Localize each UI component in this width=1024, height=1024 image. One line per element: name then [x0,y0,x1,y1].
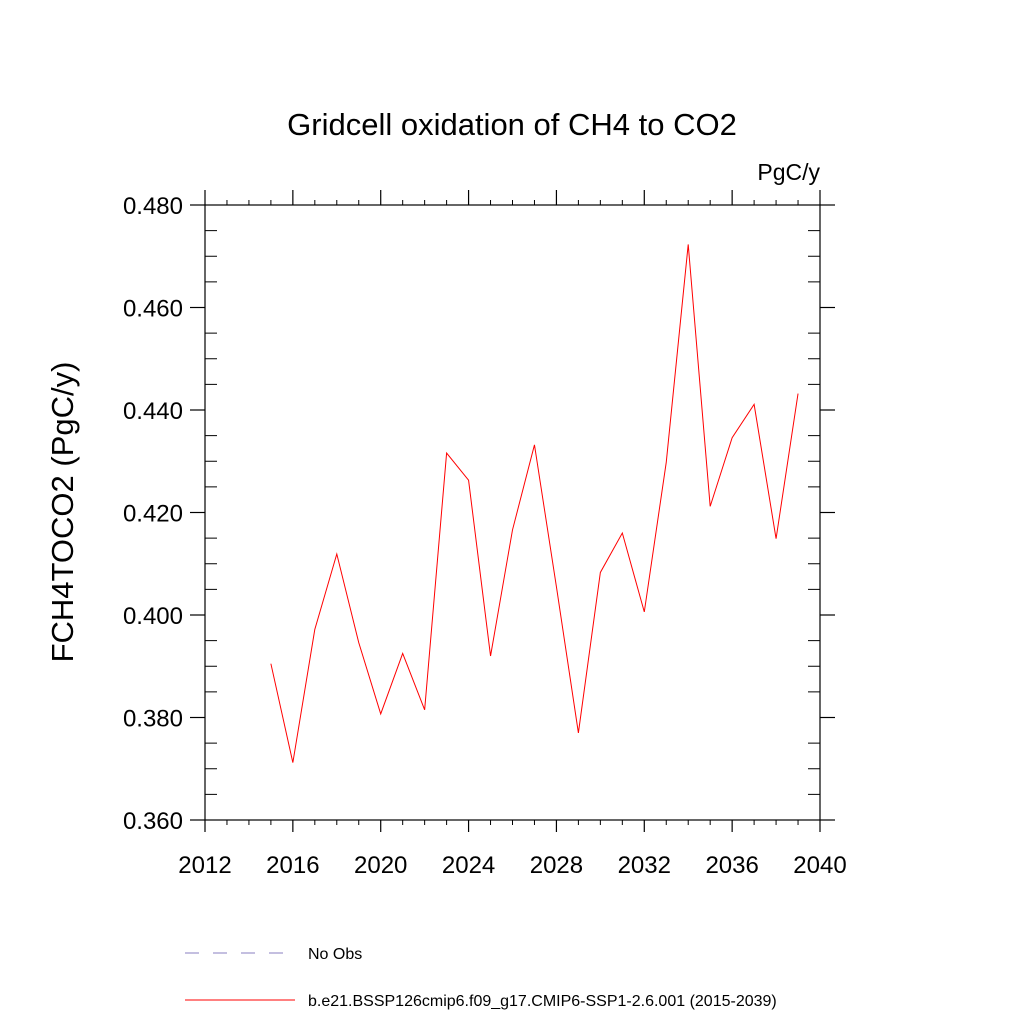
x-tick-labels: 2012 2016 2020 2024 2028 2032 2036 2040 [178,852,846,879]
axis-ticks [190,190,835,832]
legend-label-no-obs: No Obs [308,946,362,963]
x-tick-label: 2032 [618,852,671,879]
y-tick-label: 0.420 [123,501,183,528]
x-tick-label: 2016 [266,852,319,879]
x-tick-label: 2024 [442,852,495,879]
y-tick-labels: 0.360 0.380 0.400 0.420 0.440 0.460 0.480 [123,193,183,835]
chart-title: Gridcell oxidation of CH4 to CO2 [287,107,737,142]
x-tick-label: 2012 [178,852,231,879]
y-tick-label: 0.460 [123,296,183,323]
x-tick-label: 2040 [793,852,846,879]
legend: No Obs b.e21.BSSP126cmip6.f09_g17.CMIP6-… [185,946,777,1010]
plot-frame [204,204,821,821]
y-tick-label: 0.380 [123,706,183,733]
series-line [270,244,799,763]
series-group [270,244,799,763]
y-tick-label: 0.480 [123,193,183,220]
y-axis-title: FCH4TOCO2 (PgC/y) [45,362,80,663]
legend-label-model: b.e21.BSSP126cmip6.f09_g17.CMIP6-SSP1-2.… [308,993,777,1010]
units-label: PgC/y [757,159,820,185]
x-tick-label: 2020 [354,852,407,879]
y-tick-label: 0.400 [123,603,183,630]
x-tick-label: 2028 [530,852,583,879]
y-tick-label: 0.440 [123,398,183,425]
y-tick-label: 0.360 [123,808,183,835]
x-tick-label: 2036 [705,852,758,879]
